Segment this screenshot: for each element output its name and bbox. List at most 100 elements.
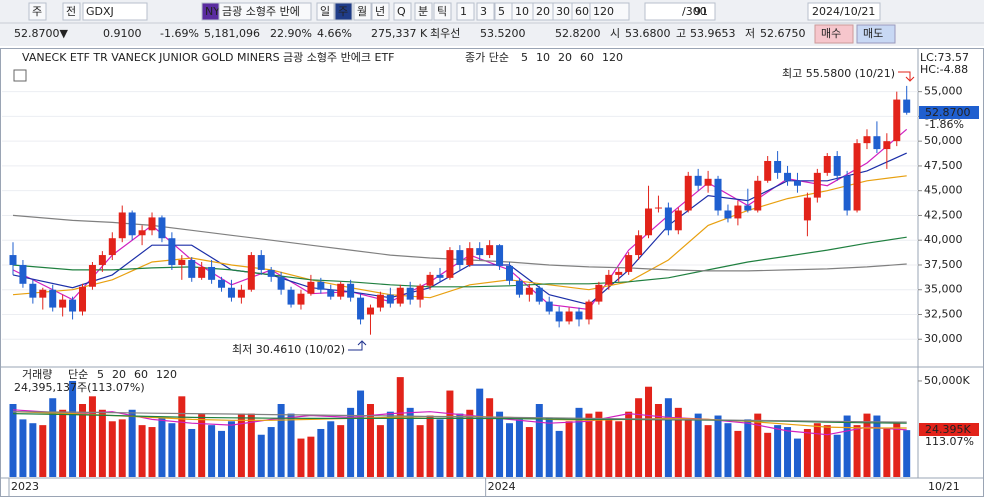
toolbar-button[interactable] [82,2,148,21]
volume-bar [555,430,563,477]
volume-bar [754,413,762,477]
toolbar-item: 일 [320,4,330,18]
lc: LC:73.57 [920,51,969,64]
candle-body [237,289,245,298]
toolbar-button[interactable] [334,2,353,21]
grid-icon[interactable] [13,69,27,82]
toolbar-item: 주 [338,5,348,18]
volume-bar [386,411,394,477]
volume-bar [774,425,782,477]
candle-body [168,238,176,265]
volume-bar [227,421,235,477]
candle-body [198,266,206,278]
volume-bar [198,413,206,477]
last-date: 10/21 [928,480,960,493]
candle-body [833,156,841,176]
volume-bar [327,421,335,477]
toolbar-button[interactable] [433,2,452,21]
candle-body [674,210,682,231]
candle-body [208,266,216,280]
candle-body [357,297,365,320]
volume-bar [565,421,573,477]
candle-body [128,212,136,236]
volume-bar [625,411,633,477]
volume-bar [883,428,891,477]
volume-bar [486,398,494,477]
y-tick-label: 37,500 [924,258,963,271]
volume-bar [784,427,792,477]
volume-bar [515,419,523,477]
ma-label: 종가 단순 [465,51,509,64]
toolbar-button[interactable] [316,2,335,21]
candle-body [476,248,484,256]
candle-body [98,255,106,265]
candle-body [446,250,454,278]
toolbar-item: 년 [375,5,385,18]
candle-body [853,143,861,211]
candle-body [744,205,752,211]
y-tick-label: 40,000 [924,233,963,246]
candle-body [49,289,57,308]
quote-volume: 5,181,096 [204,27,260,40]
candle-body [386,294,394,304]
hc: HC:-4.88 [920,63,968,76]
volume-bar [585,413,593,477]
candle-body [267,269,275,277]
candle-body [9,255,17,265]
toolbar-button[interactable] [393,2,412,21]
volume-bar [535,404,543,477]
volume-bar [734,430,742,477]
volume-bar [158,417,166,477]
volume-bar [903,430,911,477]
toolbar-button[interactable] [456,2,475,21]
volume-bar [138,425,146,477]
quote-ask: 53.5200 [480,27,526,40]
volume-bar [237,413,245,477]
volume-bar [168,423,176,477]
volume-bar [476,388,484,477]
candle-body [545,301,553,312]
candle-body [19,264,27,284]
toolbar-button[interactable] [62,2,81,21]
candle-body [406,287,414,300]
volume-bar [654,404,662,477]
toolbar-item: 분 [418,5,428,18]
candle-body [257,255,265,270]
y-tick-label: 47,500 [924,159,963,172]
candle-body [873,136,881,150]
candle-body [69,299,77,312]
candle-body [327,289,335,297]
candle-body [635,235,643,256]
toolbar-button[interactable] [414,2,433,21]
candle-body [466,248,474,265]
sell-button[interactable] [856,24,896,44]
toolbar-button[interactable] [476,2,495,21]
buy-button[interactable] [814,24,854,44]
volume-bar [446,390,454,477]
candle-body [426,274,434,286]
volume-bar [456,413,464,477]
candle-body [645,208,653,236]
toolbar-button[interactable] [218,2,312,21]
volume-bar [694,413,702,477]
toolbar-button[interactable] [353,2,372,21]
volume-bar [257,434,265,477]
count-box [644,2,716,21]
volume-bar [863,413,871,477]
toolbar-button[interactable] [371,2,390,21]
legend-entry: 60 [134,368,148,381]
toolbar-button[interactable] [28,2,47,21]
volume-bar [635,398,643,477]
y-tick-label: 45,000 [924,184,963,197]
x-tick-label: 2024 [488,480,516,493]
volume-bar [396,377,404,477]
y-tick-label: 50,000K [924,374,970,387]
volume-bar [893,423,901,477]
toolbar-item: NY [205,5,220,18]
candle-body [337,283,345,297]
date-box[interactable] [807,2,881,21]
toolbar-item: 20 [536,5,550,18]
volume-bar [376,425,384,477]
toolbar-button[interactable] [589,2,630,21]
